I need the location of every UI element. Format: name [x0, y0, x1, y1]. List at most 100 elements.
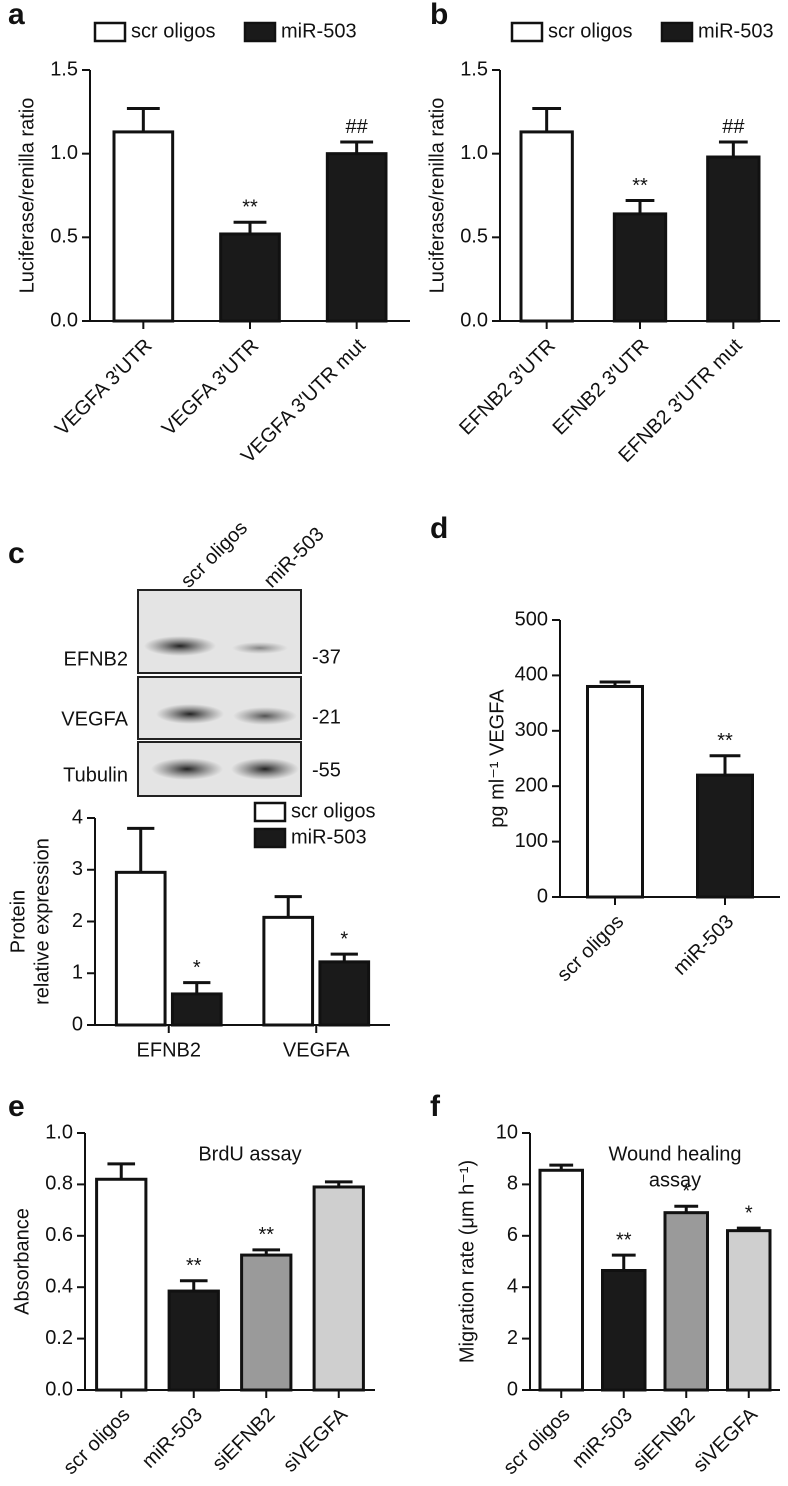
legend-label: miR-503	[698, 20, 774, 42]
y-tick-label: 2	[72, 910, 83, 932]
x-tick-label: VEGFA	[283, 1039, 350, 1061]
significance-label: *	[745, 1202, 753, 1224]
y-tick-label: 1.0	[45, 1121, 73, 1143]
blot-band	[233, 707, 297, 725]
error-bar	[340, 140, 374, 154]
x-tick-label: scr oligos	[59, 1404, 134, 1479]
y-tick-label: 0.0	[460, 309, 488, 331]
y-tick-label: 0	[507, 1378, 518, 1400]
bar	[663, 1211, 709, 1392]
error-bar	[330, 952, 358, 962]
panel-label: e	[8, 1090, 25, 1123]
bar	[538, 1168, 584, 1392]
significance-label: **	[258, 1224, 274, 1246]
y-tick-label: 6	[507, 1224, 518, 1246]
significance-label: **	[186, 1255, 202, 1277]
x-tick-label: EFNB2 3′UTR	[549, 335, 654, 440]
y-tick-label: 0.4	[45, 1275, 73, 1297]
x-tick-label: VEGFA 3′UTR	[158, 335, 263, 440]
chart-title: BrdU assay	[198, 1143, 301, 1165]
bar	[167, 1289, 220, 1392]
y-tick-label: 500	[515, 608, 548, 630]
blot-size: -55	[312, 759, 341, 781]
bar	[170, 992, 223, 1027]
blot-column-label: miR-503	[260, 523, 329, 592]
significance-label: **	[616, 1229, 632, 1251]
x-tick-label: EFNB2	[137, 1039, 201, 1061]
bar	[114, 870, 167, 1027]
error-bar	[324, 1180, 353, 1187]
y-tick-label: 4	[507, 1275, 518, 1297]
y-tick-label: 1.5	[50, 58, 78, 80]
panel-label: f	[430, 1090, 441, 1123]
bar	[219, 232, 281, 323]
y-axis-label: relative expression	[31, 838, 53, 1005]
bar	[112, 130, 175, 323]
legend-label: scr oligos	[548, 20, 632, 42]
significance-label: ##	[346, 116, 369, 138]
y-tick-label: 0.2	[45, 1327, 73, 1349]
blot-size: -21	[312, 706, 341, 728]
y-tick-label: 8	[507, 1173, 518, 1195]
legend-label: miR-503	[291, 826, 367, 848]
y-tick-label: 1.0	[50, 142, 78, 164]
bar	[726, 1229, 772, 1392]
legend-swatch	[243, 21, 277, 43]
error-bar	[179, 1279, 208, 1292]
y-tick-label: 400	[515, 664, 548, 686]
x-tick-label: miR-503	[138, 1404, 207, 1473]
x-tick-label: miR-503	[669, 911, 738, 980]
y-axis-label: Migration rate (μm h⁻¹)	[456, 1160, 478, 1363]
error-bar	[736, 1226, 761, 1231]
bar	[601, 1268, 647, 1392]
significance-label: ##	[722, 116, 745, 138]
western-blot: scr oligos miR-503 EFNB2 VEGFA Tubulin -…	[61, 517, 341, 797]
y-tick-label: 1	[72, 962, 83, 984]
error-bar	[252, 1248, 281, 1256]
bar	[696, 773, 754, 899]
bar	[325, 152, 388, 323]
y-tick-label: 3	[72, 858, 83, 880]
error-bar	[709, 754, 741, 776]
bar	[519, 130, 574, 323]
x-tick-label: VEGFA 3′UTR	[51, 335, 156, 440]
y-tick-label: 0.5	[460, 226, 488, 248]
legend-label: miR-503	[281, 20, 357, 42]
y-tick-label: 0.8	[45, 1173, 73, 1195]
blot-row-label: VEGFA	[61, 708, 128, 730]
error-bar	[127, 826, 155, 873]
error-bar	[233, 220, 267, 234]
legend-swatch	[660, 21, 694, 43]
error-bar	[274, 895, 302, 918]
error-bar	[107, 1162, 136, 1180]
y-axis-label: pg ml⁻¹ VEGFA	[486, 689, 508, 828]
error-bar	[599, 680, 631, 687]
panel-label: d	[430, 512, 448, 545]
significance-label: *	[193, 957, 201, 979]
bar	[95, 1177, 148, 1392]
error-bar	[532, 106, 562, 132]
significance-label: *	[682, 1181, 690, 1203]
bar	[706, 155, 761, 323]
chart-title: assay	[649, 1169, 701, 1191]
x-tick-label: scr oligos	[553, 911, 628, 986]
bar	[612, 212, 668, 323]
bar	[586, 684, 644, 899]
bar	[318, 960, 371, 1027]
blot-band	[144, 636, 216, 656]
x-tick-label: scr oligos	[499, 1404, 574, 1479]
y-tick-label: 0	[72, 1013, 83, 1035]
x-tick-label: EFNB2 3′UTR	[455, 335, 560, 440]
legend-label: scr oligos	[131, 20, 215, 42]
bar	[262, 915, 315, 1027]
y-axis-label: Luciferase/renilla ratio	[16, 98, 38, 294]
y-tick-label: 10	[496, 1121, 518, 1143]
blot-band	[231, 758, 299, 780]
blot-column-label: scr oligos	[177, 517, 252, 592]
blot-box	[137, 589, 302, 674]
y-tick-label: 4	[72, 806, 83, 828]
legend-swatch	[510, 21, 544, 43]
blot-band	[151, 758, 223, 780]
y-tick-label: 2	[507, 1327, 518, 1349]
